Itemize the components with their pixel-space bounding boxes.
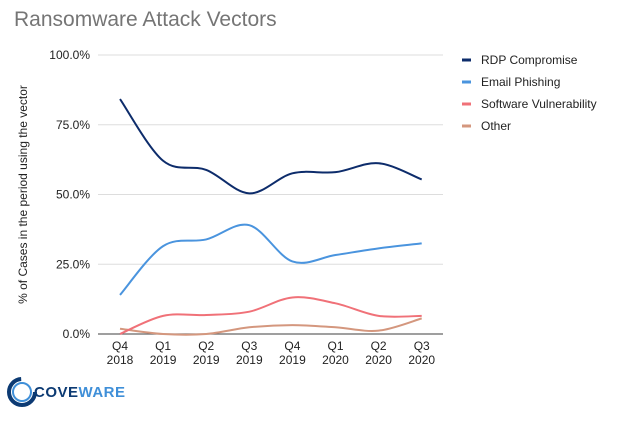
x-tick-label: 2020 xyxy=(365,353,392,367)
x-tick-label: Q4 xyxy=(112,339,128,353)
logo-text-a: COVE xyxy=(34,384,79,401)
x-tick-label: 2019 xyxy=(279,353,306,367)
y-tick-label: 50.0% xyxy=(56,188,90,202)
x-tick-label: Q1 xyxy=(155,339,171,353)
y-tick-label: 25.0% xyxy=(56,257,90,271)
y-tick-label: 0.0% xyxy=(63,327,91,341)
x-tick-label: 2020 xyxy=(408,353,435,367)
x-tick-label: Q3 xyxy=(241,339,257,353)
y-axis-label: % of Cases in the period using the vecto… xyxy=(16,85,30,304)
x-tick-label: Q3 xyxy=(414,339,430,353)
coveware-logo: COVEWARE xyxy=(34,384,126,401)
logo-text-b: WARE xyxy=(78,384,126,401)
series-line-software-vulnerability xyxy=(119,296,422,335)
y-tick-label: 100.0% xyxy=(49,48,90,62)
series-line-rdp-compromise xyxy=(119,98,423,195)
x-tick-label: 2018 xyxy=(107,353,134,367)
x-tick-label: 2020 xyxy=(322,353,349,367)
x-tick-label: 2019 xyxy=(193,353,220,367)
series-line-other xyxy=(119,317,422,336)
series-line-email-phishing xyxy=(119,223,422,296)
legend-label: Software Vulnerability xyxy=(481,97,597,111)
x-tick-label: Q2 xyxy=(198,339,214,353)
chart-title: Ransomware Attack Vectors xyxy=(14,8,277,31)
y-tick-label: 75.0% xyxy=(56,118,90,132)
legend-label: RDP Compromise xyxy=(481,53,578,67)
x-tick-label: Q4 xyxy=(284,339,300,353)
legend-label: Other xyxy=(481,119,511,133)
x-tick-label: 2019 xyxy=(150,353,177,367)
coveware-logo-icon xyxy=(7,377,37,407)
legend-label: Email Phishing xyxy=(481,75,560,89)
x-tick-label: Q1 xyxy=(327,339,343,353)
x-tick-label: 2019 xyxy=(236,353,263,367)
x-tick-label: Q2 xyxy=(371,339,387,353)
